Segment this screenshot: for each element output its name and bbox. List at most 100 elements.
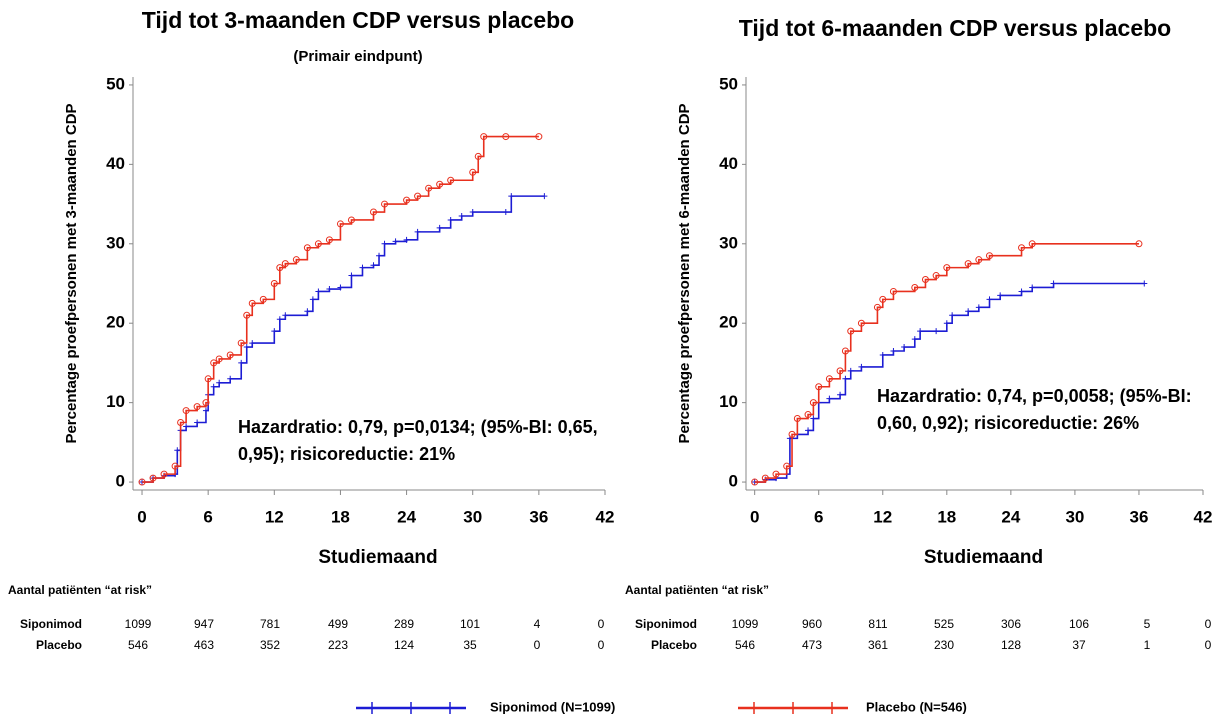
censor-marker bbox=[933, 328, 940, 335]
censor-marker bbox=[276, 316, 283, 323]
risk-count: 128 bbox=[1001, 638, 1021, 652]
risk-count: 781 bbox=[260, 617, 280, 631]
y-tick-label: 50 bbox=[106, 74, 125, 93]
censor-marker bbox=[183, 423, 190, 430]
censor-marker bbox=[541, 193, 548, 200]
x-tick-label: 42 bbox=[596, 507, 615, 526]
risk-count: 947 bbox=[194, 617, 214, 631]
risk-count: 35 bbox=[463, 638, 477, 652]
censor-marker bbox=[270, 280, 278, 287]
censor-marker bbox=[210, 359, 218, 367]
censor-marker bbox=[337, 284, 344, 291]
censor-marker bbox=[336, 220, 344, 228]
censor-marker bbox=[249, 340, 256, 347]
x-tick-label: 12 bbox=[873, 507, 892, 526]
censor-marker bbox=[414, 228, 421, 235]
censor-marker bbox=[911, 336, 918, 343]
y-tick-label: 30 bbox=[719, 233, 738, 252]
censor-marker bbox=[210, 383, 217, 390]
x-tick-label: 6 bbox=[814, 507, 823, 526]
censor-marker bbox=[858, 363, 865, 370]
censor-marker bbox=[889, 287, 897, 295]
censor-marker bbox=[436, 224, 443, 231]
censor-marker bbox=[965, 308, 972, 315]
y-tick-label: 0 bbox=[116, 472, 125, 491]
censor-marker bbox=[809, 399, 817, 407]
y-tick-label: 20 bbox=[719, 313, 738, 332]
censor-marker bbox=[879, 351, 886, 358]
censor-marker bbox=[469, 209, 476, 216]
y-tick-label: 20 bbox=[106, 313, 125, 332]
censor-marker bbox=[474, 152, 482, 160]
x-axis-label: Studiemaand bbox=[924, 547, 1043, 568]
censor-marker bbox=[805, 427, 812, 434]
censor-marker bbox=[326, 286, 333, 293]
censor-marker bbox=[975, 256, 983, 264]
censor-marker bbox=[149, 474, 157, 482]
risk-count: 306 bbox=[1001, 617, 1021, 631]
censor-marker bbox=[447, 176, 455, 184]
censor-marker bbox=[226, 351, 234, 359]
chart-title: Tijd tot 3-maanden CDP versus placebo bbox=[142, 7, 574, 33]
risk-count: 0 bbox=[1205, 638, 1212, 652]
legend-label: Siponimod (N=1099) bbox=[490, 699, 615, 714]
censor-marker bbox=[259, 295, 267, 303]
censor-marker bbox=[237, 339, 245, 347]
censor-marker bbox=[502, 209, 509, 216]
censor-marker bbox=[248, 299, 256, 307]
risk-count: 230 bbox=[934, 638, 954, 652]
censor-marker bbox=[403, 236, 410, 243]
censor-marker bbox=[873, 303, 881, 311]
censor-marker bbox=[943, 320, 950, 327]
censor-marker bbox=[348, 272, 355, 279]
censor-marker bbox=[783, 462, 791, 470]
risk-count: 5 bbox=[1144, 617, 1151, 631]
censor-marker bbox=[921, 276, 929, 284]
censor-marker bbox=[381, 240, 388, 247]
risk-count: 106 bbox=[1069, 617, 1089, 631]
censor-marker bbox=[761, 474, 769, 482]
x-tick-label: 6 bbox=[203, 507, 212, 526]
censor-marker bbox=[271, 328, 278, 335]
censor-marker bbox=[276, 264, 284, 272]
censor-marker bbox=[282, 312, 289, 319]
censor-marker bbox=[370, 262, 377, 269]
risk-count: 124 bbox=[394, 638, 414, 652]
risk-count: 0 bbox=[1205, 617, 1212, 631]
censor-marker bbox=[986, 252, 994, 260]
x-tick-label: 12 bbox=[265, 507, 284, 526]
risk-count: 811 bbox=[868, 617, 887, 631]
censor-marker bbox=[347, 216, 355, 224]
censor-marker bbox=[1135, 240, 1143, 248]
censor-marker bbox=[788, 430, 796, 438]
risk-row-label: Siponimod bbox=[635, 617, 697, 631]
censor-marker bbox=[243, 344, 250, 351]
x-tick-label: 36 bbox=[1129, 507, 1148, 526]
censor-marker bbox=[381, 200, 389, 208]
censor-marker bbox=[243, 311, 251, 319]
y-axis-label: Percentage proefpersonen met 6-maanden C… bbox=[676, 103, 693, 443]
x-tick-label: 24 bbox=[1001, 507, 1020, 526]
censor-marker bbox=[964, 260, 972, 268]
x-tick-label: 0 bbox=[137, 507, 146, 526]
censor-marker bbox=[1029, 284, 1036, 291]
censor-marker bbox=[238, 359, 245, 366]
censor-marker bbox=[508, 193, 515, 200]
risk-count: 1 bbox=[1144, 638, 1151, 652]
censor-marker bbox=[304, 308, 311, 315]
x-tick-label: 30 bbox=[1065, 507, 1084, 526]
censor-marker bbox=[1018, 244, 1026, 252]
censor-marker bbox=[182, 407, 190, 415]
risk-count: 0 bbox=[598, 617, 605, 631]
risk-count: 463 bbox=[194, 638, 214, 652]
censor-marker bbox=[810, 415, 817, 422]
censor-marker bbox=[911, 283, 919, 291]
risk-count: 1099 bbox=[732, 617, 759, 631]
x-tick-label: 30 bbox=[463, 507, 482, 526]
censor-marker bbox=[215, 355, 223, 363]
risk-count: 473 bbox=[802, 638, 822, 652]
risk-count: 546 bbox=[735, 638, 755, 652]
censor-marker bbox=[1050, 280, 1057, 287]
legend-label: Placebo (N=546) bbox=[866, 699, 967, 714]
